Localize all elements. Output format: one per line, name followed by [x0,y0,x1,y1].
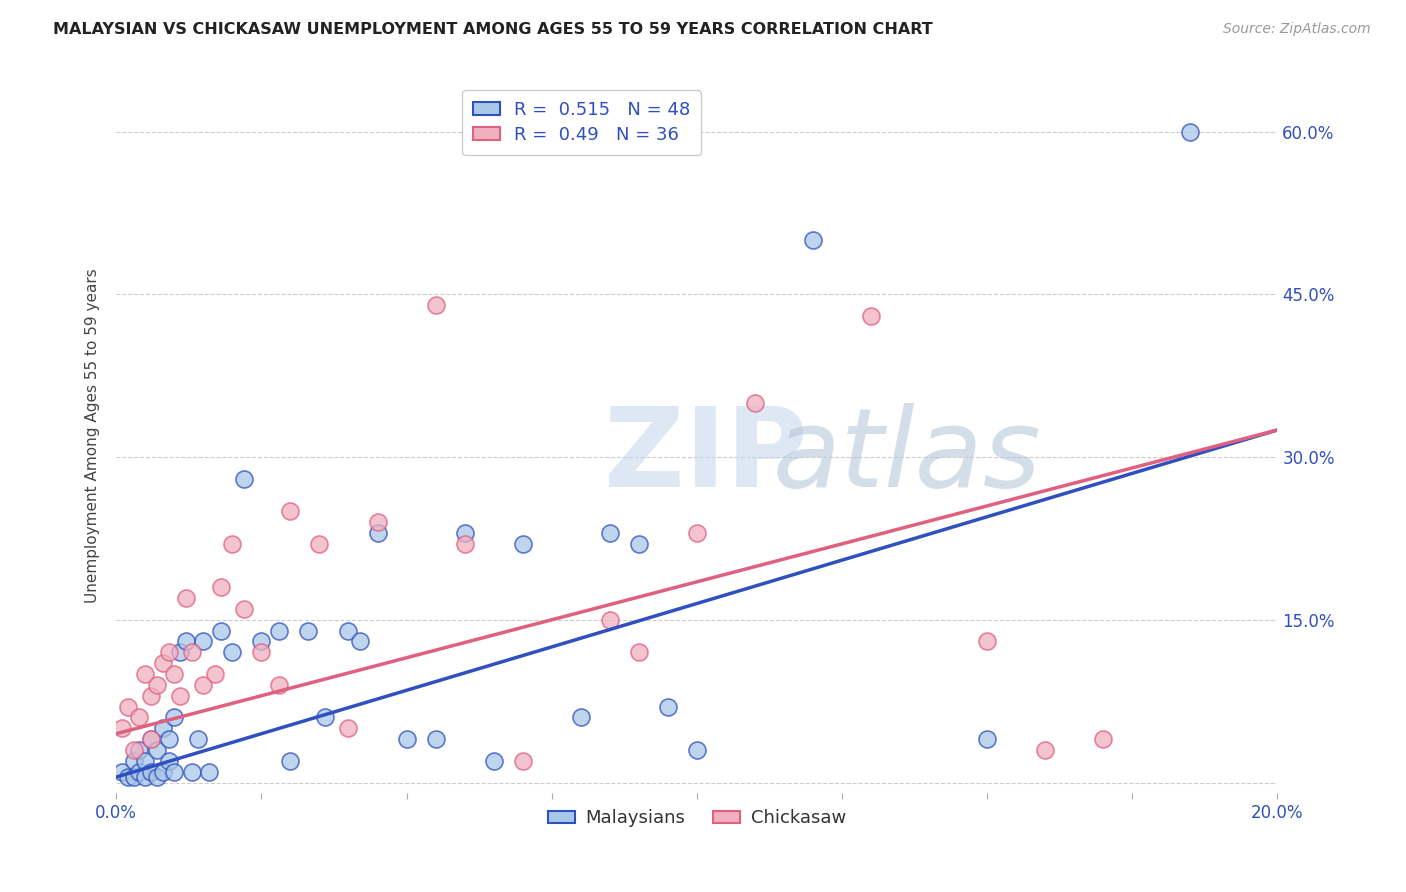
Point [174,591,197,606]
Point [267,678,290,692]
Point [453,537,475,551]
Point [134,667,156,681]
Point [512,754,534,768]
Point [180,645,202,659]
Text: Source: ZipAtlas.com: Source: ZipAtlas.com [1223,22,1371,37]
Point [250,645,273,659]
Point [134,770,156,784]
Point [163,667,186,681]
Point [117,699,139,714]
Point [187,732,209,747]
Point [1092,732,1115,747]
Point [453,526,475,541]
Point [686,526,709,541]
Point [976,732,998,747]
Point [297,624,319,638]
Point [209,624,232,638]
Point [686,743,709,757]
Point [139,689,162,703]
Point [152,721,174,735]
Point [117,770,139,784]
Point [599,526,621,541]
Point [367,515,389,529]
Point [337,721,360,735]
Point [128,764,150,779]
Point [599,613,621,627]
Point [221,537,243,551]
Point [801,233,824,247]
Point [221,645,243,659]
Point [134,754,156,768]
Y-axis label: Unemployment Among Ages 55 to 59 years: Unemployment Among Ages 55 to 59 years [86,268,100,603]
Point [180,764,202,779]
Point [657,699,679,714]
Point [1180,125,1202,139]
Point [128,743,150,757]
Point [209,580,232,594]
Text: MALAYSIAN VS CHICKASAW UNEMPLOYMENT AMONG AGES 55 TO 59 YEARS CORRELATION CHART: MALAYSIAN VS CHICKASAW UNEMPLOYMENT AMON… [53,22,934,37]
Point [157,754,180,768]
Point [163,764,186,779]
Point [139,732,162,747]
Point [395,732,418,747]
Point [193,634,215,648]
Point [111,764,134,779]
Point [569,710,592,724]
Point [169,645,191,659]
Text: ZIP: ZIP [605,403,807,510]
Point [976,634,998,648]
Point [512,537,534,551]
Point [250,634,273,648]
Point [627,537,650,551]
Point [122,754,145,768]
Point [163,710,186,724]
Point [267,624,290,638]
Point [128,710,150,724]
Point [1033,743,1056,757]
Point [482,754,505,768]
Point [122,743,145,757]
Legend: Malaysians, Chickasaw: Malaysians, Chickasaw [540,802,853,834]
Point [122,770,145,784]
Point [337,624,360,638]
Point [169,689,191,703]
Point [627,645,650,659]
Point [198,764,221,779]
Point [174,634,197,648]
Point [233,472,256,486]
Text: atlas: atlas [772,403,1040,510]
Point [146,770,169,784]
Point [157,732,180,747]
Point [139,764,162,779]
Point [280,754,302,768]
Point [280,504,302,518]
Point [146,678,169,692]
Point [425,732,447,747]
Point [152,764,174,779]
Point [859,309,882,323]
Point [193,678,215,692]
Point [204,667,226,681]
Point [139,732,162,747]
Point [349,634,371,648]
Point [111,721,134,735]
Point [157,645,180,659]
Point [146,743,169,757]
Point [314,710,336,724]
Point [233,602,256,616]
Point [367,526,389,541]
Point [744,396,766,410]
Point [308,537,330,551]
Point [425,298,447,312]
Point [152,656,174,670]
